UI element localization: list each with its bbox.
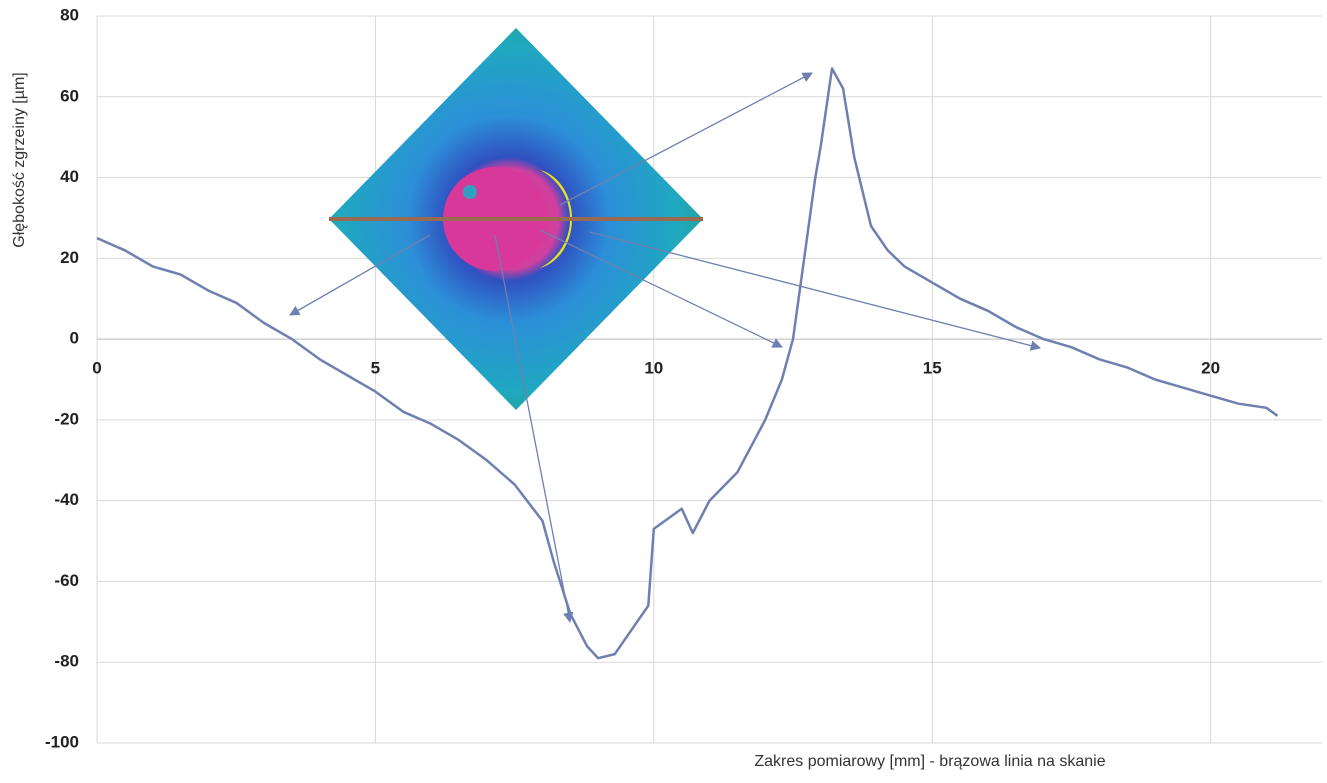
y-tick-label: -80 [54, 652, 79, 671]
data-line [96, 67, 1279, 660]
y-tick-label: 80 [60, 5, 79, 24]
arrows [289, 72, 1042, 624]
x-tick-label: 10 [644, 359, 663, 378]
y-tick-label: -100 [45, 732, 79, 751]
arrow [539, 229, 783, 348]
y-tick-label: -60 [54, 571, 79, 590]
x-tick-label: 20 [1201, 359, 1220, 378]
y-tick-label: 40 [60, 167, 79, 186]
arrow [589, 231, 1042, 351]
x-tick-label: 5 [371, 359, 380, 378]
y-tick-label: 60 [60, 86, 79, 105]
y-tick-label: -20 [54, 409, 79, 428]
plot-area [96, 67, 1279, 660]
arrow [289, 234, 431, 316]
arrow [559, 72, 813, 206]
y-axis-label: Głębokość zgrzeiny [µm] [11, 72, 28, 248]
x-tick-label: 15 [923, 359, 942, 378]
x-axis-label: Zakres pomiarowy [mm] - brązowa linia na… [754, 753, 1105, 770]
grid [96, 15, 1322, 744]
x-tick-label: 0 [92, 359, 101, 378]
y-tick-label: 20 [60, 248, 79, 267]
inset-scan [329, 28, 703, 410]
arrow [494, 234, 574, 624]
scan-spot [463, 185, 477, 199]
y-tick-label: -40 [54, 490, 79, 509]
y-tick-label: 0 [70, 329, 79, 348]
